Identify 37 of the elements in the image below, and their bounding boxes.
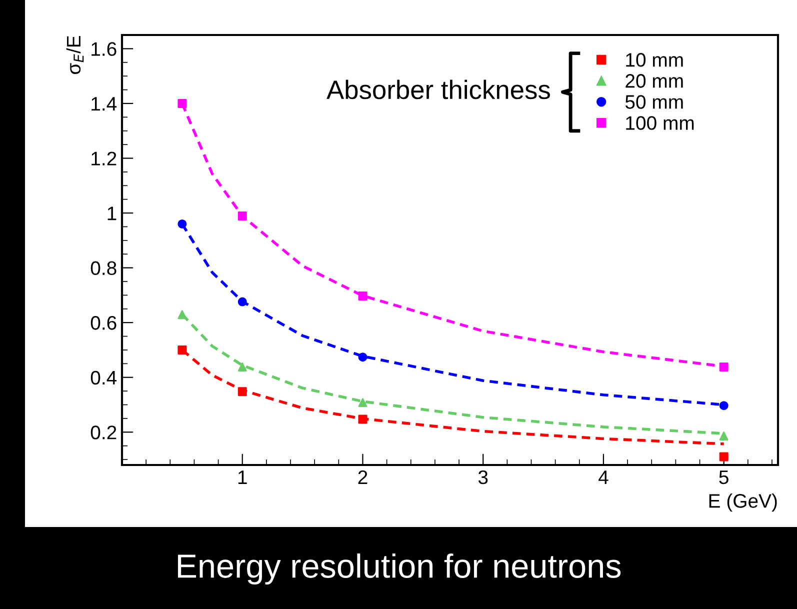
x-axis-title: E (GeV) bbox=[709, 494, 777, 512]
point bbox=[719, 431, 728, 440]
point bbox=[178, 219, 187, 228]
legend-label: 20 mm bbox=[626, 74, 683, 88]
point bbox=[238, 297, 247, 306]
point bbox=[358, 398, 368, 408]
x-tick-label: 3 bbox=[478, 470, 488, 484]
point bbox=[238, 212, 247, 221]
y-tick-label: 0.4 bbox=[90, 370, 117, 385]
text: Energy resolution for neutrons bbox=[178, 553, 621, 585]
legend-label: 10 mm bbox=[626, 53, 683, 67]
x-tick-label: 2 bbox=[358, 470, 368, 484]
point bbox=[238, 387, 247, 396]
point bbox=[719, 362, 728, 372]
x-tick-label: 4 bbox=[598, 470, 608, 484]
y-tick-label: 0.6 bbox=[90, 316, 116, 330]
y-axis-title: σ$_{E}$/E bbox=[66, 36, 84, 74]
y-tick-label: 1.6 bbox=[92, 42, 116, 56]
point bbox=[178, 345, 187, 354]
y-tick-label: 1.4 bbox=[92, 97, 117, 111]
y-tick-label: 1.2 bbox=[92, 152, 116, 166]
point bbox=[178, 310, 187, 320]
y-tick-label: 1 bbox=[108, 206, 116, 220]
legend-label: 100 mm bbox=[626, 116, 694, 130]
point bbox=[719, 401, 728, 410]
legend-title: Absorber thickness bbox=[326, 80, 550, 100]
point bbox=[358, 414, 368, 424]
y-tick-label: 0.2 bbox=[90, 426, 116, 440]
point bbox=[719, 452, 728, 462]
point bbox=[238, 362, 247, 372]
x-tick-label: 5 bbox=[719, 470, 728, 484]
legend-label: 50 mm bbox=[625, 95, 683, 109]
point bbox=[358, 292, 368, 301]
point bbox=[358, 352, 368, 362]
point bbox=[178, 98, 187, 108]
x-tick-label: 1 bbox=[238, 470, 247, 484]
y-tick-label: 0.8 bbox=[90, 261, 116, 276]
